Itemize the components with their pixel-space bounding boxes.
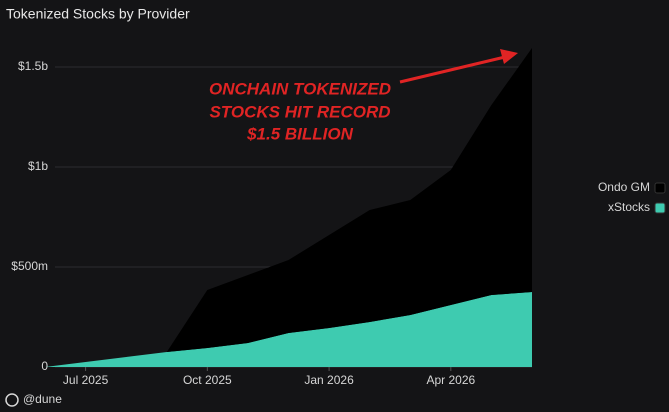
x-tick-label: Apr 2026 (426, 373, 475, 387)
x-tick-label: Jul 2025 (63, 373, 109, 387)
axis-labels: 0 $500m $1b $1.5b Jul 2025 Oct 2025 Jan 2026 Ap… (11, 59, 475, 387)
y-tick-label: 0 (41, 359, 48, 373)
y-tick-label: $500m (11, 259, 48, 273)
legend-label: xStocks (608, 200, 650, 214)
y-tick-label: $1b (28, 159, 48, 173)
annotation-arrowhead (500, 49, 518, 64)
annotation: STOCKS HIT RECORD (209, 102, 390, 121)
annotation: $1.5 BILLION (246, 124, 354, 143)
area (45, 48, 532, 367)
watermark: @dune (23, 392, 62, 406)
chart-title: Tokenized Stocks by Provider (6, 6, 190, 22)
legend-swatch (654, 202, 666, 214)
area (45, 292, 532, 367)
x-tick-label: Oct 2025 (183, 373, 232, 387)
legend: Ondo GM xStocks (598, 180, 666, 214)
x-tick-label: Jan 2026 (304, 373, 354, 387)
annotation-arrow (399, 55, 506, 84)
annotation: ONCHAIN TOKENIZED (209, 79, 391, 98)
y-tick-label: $1.5b (18, 59, 48, 73)
legend-swatch (654, 182, 666, 194)
legend-label: Ondo GM (598, 180, 650, 194)
areas (45, 48, 532, 367)
dune-logo (5, 393, 19, 407)
